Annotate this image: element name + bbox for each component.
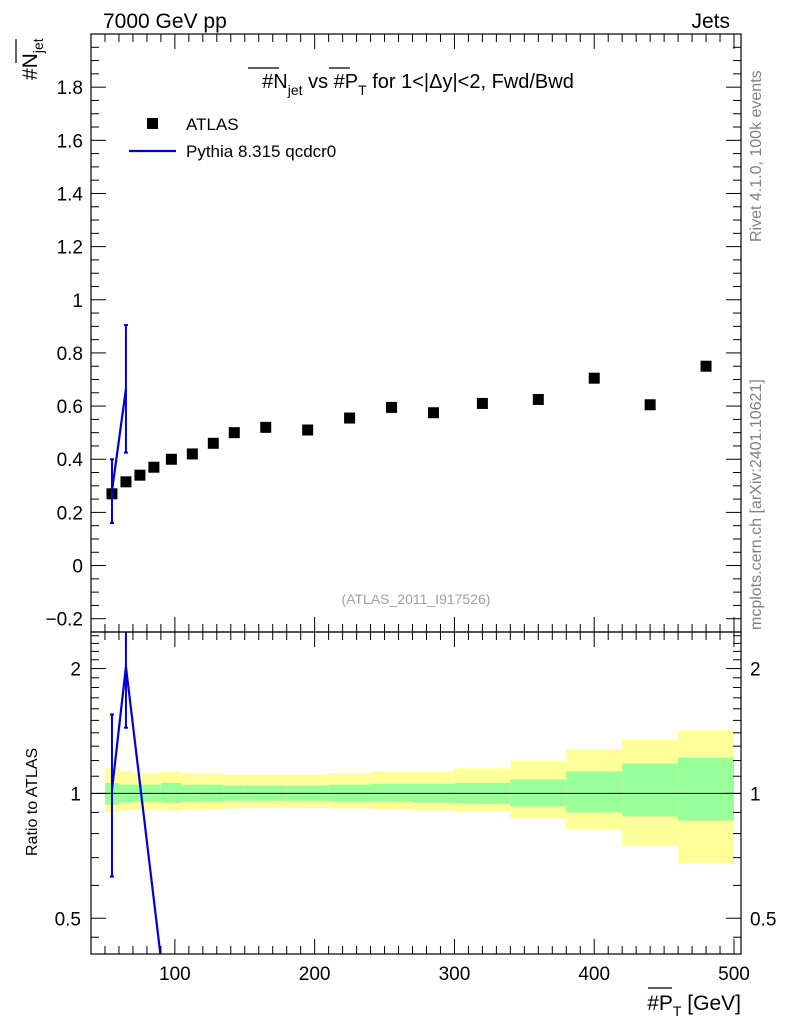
atlas-data-point <box>207 437 219 449</box>
legend: ATLAS Pythia 8.315 qcdcr0 <box>129 115 336 161</box>
ratio-x-tick-label: 200 <box>299 964 331 985</box>
main-y-tick-label: 0.8 <box>57 344 83 365</box>
atlas-data-point <box>302 424 314 436</box>
main-y-tick-label: 0.6 <box>57 397 83 418</box>
main-y-tick-label: 1.4 <box>57 184 84 205</box>
legend-atlas-label: ATLAS <box>186 115 239 134</box>
atlas-data-point <box>386 401 398 413</box>
pythia-ratio-line <box>110 666 162 954</box>
main-y-tick-label: 0.4 <box>57 450 84 471</box>
ratio-y-tick-label: 1 <box>70 784 81 805</box>
mcplots-credit-label: mcplots.cern.ch [arXiv:2401.10621] <box>748 379 765 630</box>
main-y-tick-label: 1.6 <box>57 131 83 152</box>
main-y-tick-label: 1.8 <box>57 78 83 99</box>
ratio-ticks <box>91 632 741 954</box>
atlas-data-point <box>228 427 240 439</box>
ratio-band-inner-bin <box>566 771 623 813</box>
header-left: 7000 GeV pp <box>103 10 227 33</box>
main-y-tick-label: 1 <box>72 291 83 312</box>
atlas-data-point <box>120 476 132 488</box>
ratio-y-tick-label: 0.5 <box>55 909 81 930</box>
atlas-data-point <box>427 407 439 419</box>
rivet-version-label: Rivet 4.1.0, 100k events <box>748 70 765 242</box>
main-y-tick-label: 0.2 <box>57 503 83 524</box>
atlas-data-point <box>644 399 656 411</box>
legend-pythia-label: Pythia 8.315 qcdcr0 <box>186 142 336 161</box>
ratio-x-tick-label: 300 <box>439 964 471 985</box>
header-right: Jets <box>691 10 730 33</box>
ratio-band-inner-bin <box>160 782 182 803</box>
atlas-data-point <box>165 453 177 465</box>
legend-atlas-marker <box>147 118 158 129</box>
atlas-data-point <box>148 461 160 473</box>
main-y-tick-labels: −0.2 0 0.2 0.4 0.6 0.8 1 1.2 1.4 1.6 1.8 <box>45 78 83 631</box>
ratio-y-label: Ratio to ATLAS <box>24 748 41 856</box>
watermark: (ATLAS_2011_I917526) <box>342 591 491 607</box>
ratio-frame <box>90 631 742 955</box>
ratio-band-inner-bin <box>678 757 735 821</box>
ratio-x-tick-label: 100 <box>159 964 191 985</box>
ratio-x-tick-label: 500 <box>718 964 750 985</box>
atlas-data-point <box>532 393 544 405</box>
ratio-y-tick-label-right: 2 <box>750 660 761 681</box>
main-y-tick-label: 1.2 <box>57 238 83 259</box>
main-series <box>106 324 712 525</box>
atlas-data-point <box>588 372 600 384</box>
main-y-label: #Njet <box>19 38 46 80</box>
main-y-tick-label: 0 <box>72 557 83 578</box>
ratio-x-label: #PT [GeV] <box>647 992 741 1019</box>
ratio-band-inner-bin <box>622 763 679 817</box>
ratio-x-tick-label: 400 <box>578 964 610 985</box>
atlas-data-point <box>134 469 146 481</box>
pythia-line <box>110 388 128 492</box>
atlas-data-point <box>476 397 488 409</box>
atlas-data-point <box>700 360 712 372</box>
main-panel: −0.2 0 0.2 0.4 0.6 0.8 1 1.2 1.4 1.6 1.8 (ATLAS_20… <box>15 33 742 633</box>
ratio-y-tick-label-right: 0.5 <box>750 909 776 930</box>
ratio-panel: 0.5 0.5 1 1 2 2 100 200 300 400 500 Ratio to ATLAS… <box>24 631 777 1019</box>
ratio-y-tick-label-right: 1 <box>750 784 761 805</box>
ratio-tick-labels: 0.5 0.5 1 1 2 2 100 200 300 400 500 <box>55 660 777 985</box>
ratio-band-inner-bin <box>370 783 413 802</box>
ratio-y-tick-label: 2 <box>70 660 81 681</box>
ratio-uncertainty-band <box>104 730 735 863</box>
atlas-data-point <box>344 412 356 424</box>
main-y-tick-label: −0.2 <box>45 610 83 631</box>
chart-title: #Njet vs #PT for 1<|Δy|<2, Fwd/Bwd <box>262 71 574 98</box>
ratio-series <box>109 632 162 954</box>
atlas-data-point <box>186 448 198 460</box>
atlas-data-point <box>260 421 272 433</box>
